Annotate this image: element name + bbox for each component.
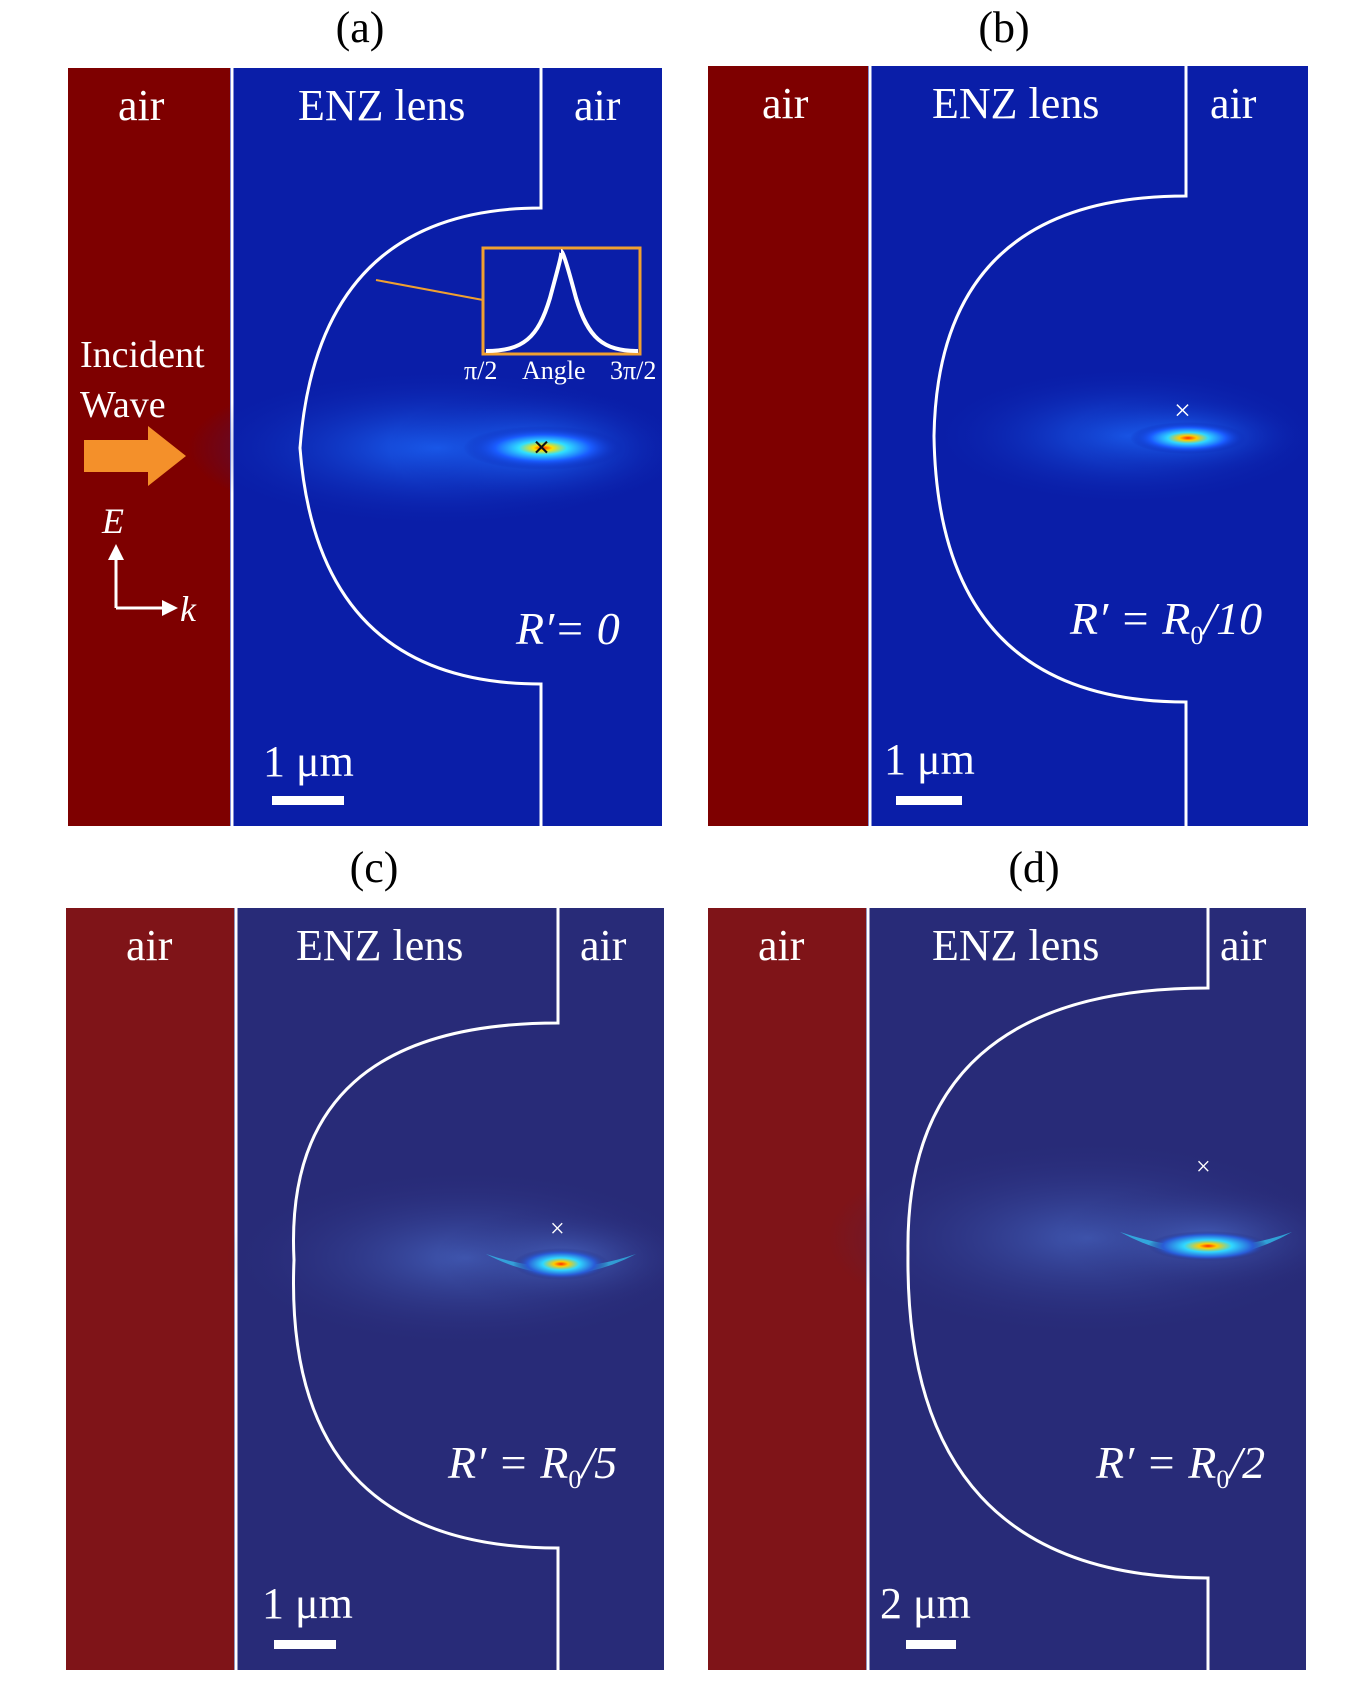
lens-boundary [906,908,1210,1670]
inset-axis-title: Angle [522,356,586,385]
air-right-label: air [1210,79,1257,128]
air-right-label: air [580,921,627,970]
air-left-region [708,66,868,826]
air-right-label: air [1220,921,1267,970]
panel-c: air ENZ lens air × R′ = R0/5 1 μm [66,908,664,1670]
focus-marker: × [1174,394,1191,427]
panel-a-label: (a) [335,3,385,52]
scale-bar-label: 1 μm [263,737,354,786]
air-left-label: air [758,921,805,970]
air-left-region [66,908,234,1670]
k-axis-arrow-icon [162,600,178,616]
e-axis-arrow-icon [108,544,124,560]
enz-lens-label: ENZ lens [932,79,1100,128]
panel-b-label: (b) [978,3,1030,52]
lens-boundary [292,908,560,1670]
scale-bar-label: 1 μm [262,1579,353,1628]
k-vector-label: k [180,589,196,629]
angle-inset-box [481,246,642,356]
lens-boundary [298,68,543,826]
scale-bar-label: 1 μm [884,735,975,784]
r-prime-label: R′ = R0/5 [448,1437,618,1495]
focus-marker: × [1196,1152,1211,1181]
panel-d-label: (d) [1008,843,1060,892]
e-field-label: E [102,501,124,541]
focus-marker: × [533,431,551,464]
inset-tick-right: 3π/2 [610,356,657,385]
panel-b: air ENZ lens air × R′ = R0/10 1 μm [708,66,1308,826]
incident-wave-label: Incident Wave [80,334,205,426]
lens-boundary [932,66,1188,826]
scale-bar [896,796,962,805]
angle-profile-curve [485,249,639,353]
panel-c-field [66,908,664,1670]
incident-arrow-icon [84,426,186,486]
scale-bar [272,796,344,805]
air-left-region [708,908,866,1670]
air-left-label: air [118,81,165,130]
r-prime-label: R′= 0 [516,603,620,654]
panel-a: air ENZ lens air Incident Wave E k π/2 A… [68,68,662,826]
r-prime-label: R′ = R0/10 [1070,593,1263,651]
panel-b-field [708,66,1308,826]
focus-marker: × [550,1214,565,1243]
panel-d: air ENZ lens air × R′ = R0/2 2 μm [708,908,1306,1670]
panel-c-label: (c) [349,843,399,892]
scale-bar-label: 2 μm [880,1579,971,1628]
r-prime-label: R′ = R0/2 [1096,1437,1266,1495]
air-left-label: air [126,921,173,970]
scale-bar [274,1640,336,1649]
air-left-label: air [762,79,809,128]
enz-lens-label: ENZ lens [296,921,464,970]
air-right-label: air [574,81,621,130]
inset-tick-left: π/2 [464,356,498,385]
panel-a-field [68,68,662,826]
scale-bar [906,1640,956,1649]
enz-lens-label: ENZ lens [932,921,1100,970]
enz-lens-label: ENZ lens [298,81,466,130]
panel-d-field [708,908,1306,1670]
